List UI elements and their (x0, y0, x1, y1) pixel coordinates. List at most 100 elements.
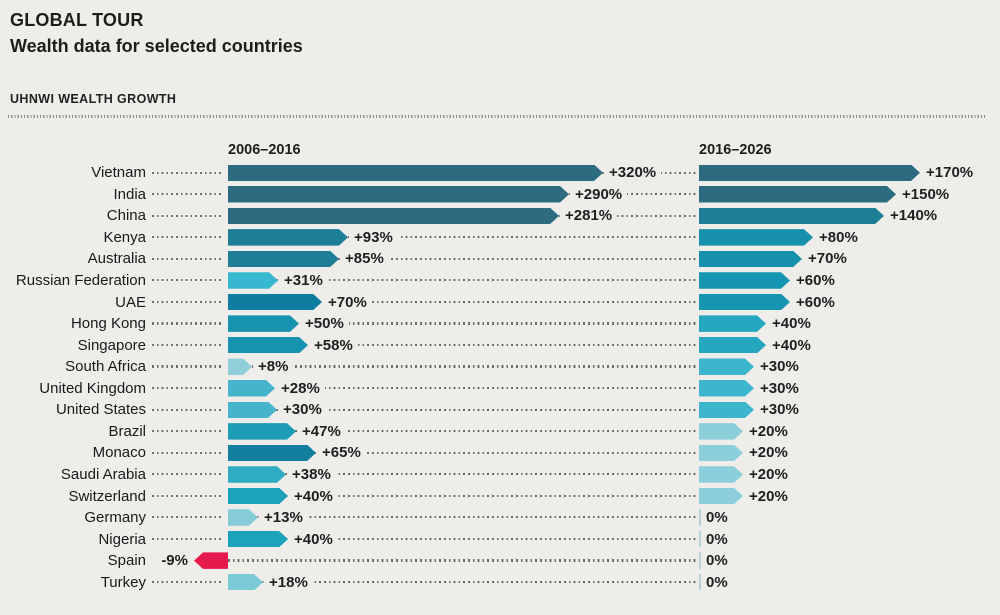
chart-row: South Africa +8% +30% (0, 355, 1000, 378)
leader-dots-middle (228, 279, 696, 282)
value-label-2006-2016: +28% (276, 377, 325, 400)
chart-row: Australia +85% +70% (0, 248, 1000, 270)
value-label-2006-2016: +50% (300, 312, 349, 335)
leader-dots-middle (228, 559, 696, 562)
leader-dots-middle (228, 580, 696, 584)
value-label-2006-2016: +47% (297, 420, 346, 443)
leader-dots-left (152, 365, 223, 368)
zero-tick (699, 573, 701, 591)
leader-dots-left (152, 171, 223, 174)
bar-2006-2016 (228, 445, 316, 462)
value-label-2006-2016: +70% (323, 291, 372, 313)
country-label: Spain (107, 552, 146, 570)
bar-2016-2026 (699, 402, 754, 419)
value-label-2016-2026: +30% (760, 401, 799, 419)
leader-dots-left (152, 343, 223, 347)
leader-dots-left (152, 322, 223, 325)
bar-2006-2016 (228, 251, 339, 268)
leader-dots-left (152, 473, 223, 476)
leader-dots-middle (228, 451, 696, 454)
country-label: Russian Federation (15, 272, 146, 290)
value-label-2016-2026: +140% (890, 207, 938, 225)
leader-dots-middle (228, 343, 696, 347)
chart-row: United Kingdom +28% +30% (0, 377, 1000, 400)
bar-2006-2016 (228, 358, 252, 375)
chart-row: Monaco +65% +20% (0, 442, 1000, 464)
column-header-2006-2016: 2006–2016 (228, 142, 301, 158)
bar-2006-2016-negative (194, 552, 228, 569)
country-label: United States (55, 401, 146, 419)
value-label-2006-2016: +85% (340, 248, 389, 270)
chart-row: Nigeria +40% 0% (0, 528, 1000, 550)
leader-dots-left (152, 430, 223, 433)
leader-dots-left (152, 408, 223, 411)
value-label-2006-2016: +31% (279, 269, 328, 292)
country-label: United Kingdom (39, 379, 146, 397)
chart-row: Saudi Arabia +38% +20% (0, 463, 1000, 486)
bar-2006-2016 (228, 337, 308, 354)
value-label-2016-2026: +20% (749, 465, 788, 483)
value-label-2016-2026: +60% (796, 272, 835, 290)
bar-2006-2016 (228, 466, 286, 483)
country-label: Saudi Arabia (60, 465, 146, 483)
value-label-2016-2026: +30% (760, 379, 799, 397)
country-label: China (106, 207, 146, 225)
bar-2016-2026 (699, 315, 766, 332)
bar-2006-2016 (228, 423, 296, 440)
leader-dots-left (152, 257, 223, 260)
chart-row: Spain -9% 0% (0, 550, 1000, 572)
value-label-2016-2026: +70% (808, 250, 847, 268)
value-label-2006-2016: +93% (349, 226, 398, 249)
bar-2016-2026 (699, 165, 920, 182)
page-subtitle: Wealth data for selected countries (10, 36, 303, 56)
value-label-2016-2026: +30% (760, 358, 799, 376)
leader-dots-middle (228, 408, 696, 411)
chart-row: Turkey +18% 0% (0, 571, 1000, 593)
value-label-2006-2016: +30% (278, 399, 327, 421)
chart-row: Kenya +93% +80% (0, 226, 1000, 249)
value-label-2006-2016: +65% (317, 442, 366, 464)
leader-dots-left (152, 494, 223, 497)
value-label-2016-2026: +60% (796, 293, 835, 311)
chart-row: Germany +13% 0% (0, 506, 1000, 529)
value-label-2006-2016: +320% (604, 162, 662, 184)
leader-dots-left (152, 580, 223, 584)
country-label: Germany (84, 509, 146, 527)
value-label-2016-2026: +40% (772, 336, 811, 354)
chart-row: Vietnam +320% +170% (0, 162, 1000, 184)
bar-2016-2026 (699, 358, 754, 375)
leader-dots-left (152, 193, 223, 196)
value-label-2016-2026: 0% (706, 530, 728, 548)
bar-2006-2016 (228, 229, 348, 246)
bar-2006-2016 (228, 294, 322, 311)
value-label-2016-2026: 0% (706, 573, 728, 591)
value-label-2006-2016: +38% (287, 463, 336, 486)
value-label-2016-2026: +80% (819, 228, 858, 246)
bar-2016-2026 (699, 186, 896, 203)
value-label-2016-2026: +20% (749, 487, 788, 505)
leader-dots-left (152, 387, 223, 390)
leader-dots-middle (228, 537, 696, 541)
country-label: India (113, 185, 146, 203)
chart-row: Hong Kong +50% +40% (0, 312, 1000, 335)
zero-tick (699, 530, 701, 548)
country-label: South Africa (65, 358, 146, 376)
leader-dots-middle (228, 300, 696, 303)
leader-dots-middle (228, 473, 696, 476)
leader-dots-left (152, 236, 223, 239)
value-label-2016-2026: 0% (706, 552, 728, 570)
bar-2016-2026 (699, 337, 766, 354)
leader-dots-middle (228, 257, 696, 260)
bar-2016-2026 (699, 251, 802, 268)
country-label: Turkey (100, 573, 146, 591)
zero-tick (699, 552, 701, 569)
column-header-2016-2026: 2016–2026 (699, 142, 772, 158)
bar-2016-2026 (699, 466, 743, 483)
leader-dots-middle (228, 322, 696, 325)
bar-2016-2026 (699, 294, 790, 311)
country-label: Singapore (77, 336, 146, 354)
section-label: UHNWI WEALTH GROWTH (10, 92, 177, 106)
leader-dots-middle (228, 516, 696, 519)
